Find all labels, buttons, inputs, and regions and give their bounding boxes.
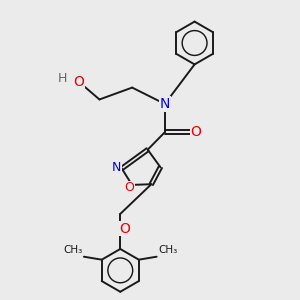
Text: N: N [160, 97, 170, 111]
Text: O: O [190, 125, 202, 139]
Text: N: N [112, 160, 121, 173]
Text: O: O [119, 222, 130, 236]
Text: O: O [73, 75, 84, 88]
Text: H: H [58, 72, 67, 85]
Text: CH₃: CH₃ [63, 245, 82, 255]
Text: O: O [124, 182, 134, 194]
Text: CH₃: CH₃ [158, 245, 177, 255]
